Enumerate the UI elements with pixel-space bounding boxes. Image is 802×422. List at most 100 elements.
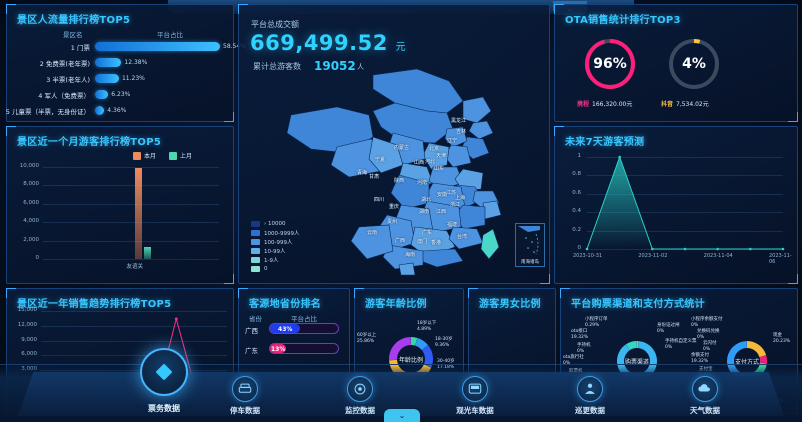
panel-forecast: 未来7天游客预测 1 0.8 0.6 0.4 0.2 0 2023-10-31 2023-11… [554,126,798,284]
rank-bar-fill [95,58,122,67]
panel-title-forecast: 未来7天游客预测 [565,137,645,148]
donut-slice[interactable] [625,341,637,351]
donut-label-name: 兑换码兑换 [697,329,720,334]
forecast-line [585,155,785,251]
donut-slice[interactable] [759,355,767,364]
donut-label-value: 20.23% [773,338,791,344]
gridline [41,355,227,357]
donut-slice[interactable] [421,345,433,368]
rank-value: 6.23% [111,90,131,98]
table-row: 4 军人（免费票） 6.23% [7,87,233,102]
y-tick: 0 [577,245,582,251]
nav-item-camera[interactable]: 监控数据 [315,376,405,416]
nav-item-car[interactable]: 停车数据 [200,376,290,416]
china-map[interactable]: 黑龙江 吉林 辽宁 内蒙古 北京 天津 宁夏 山西 河北 青海 甘肃 山东 陕西 河南 四川 安徽 江苏 上海 湖北… [239,67,551,285]
donut-label-value: 0% [691,322,699,328]
province-bar-track [269,323,339,334]
gridline [587,157,783,158]
ota-gauge: 4% [667,37,721,91]
col-header-platform-ratio: 平台占比 [157,31,183,39]
map-label: 天津 [436,153,447,159]
x-tick: 2023-11-04 [703,253,733,259]
legend-swatch [251,265,260,272]
gauge-percent: 96% [593,56,627,72]
donut-label: ota旅行社0% [563,355,584,366]
legend-item: 10-99人 [251,246,299,255]
panel-title-traffic-rank: 景区人流量排行榜TOP5 [17,15,131,26]
visitors-unit: 人 [357,63,364,71]
legend-swatch [169,151,177,160]
nav-item-label: 监控数据 [345,406,375,415]
gridline [41,340,227,342]
y-tick: 10,000 [19,163,39,169]
nav-item-bus[interactable]: 观光车数据 [430,376,520,416]
south-sea-inset: 南海诸岛 [515,223,545,267]
legend-swatch [251,220,260,227]
map-label: 陕西 [394,178,405,184]
legend-swatch [251,229,260,236]
donut-label: 18-30岁 9.36% [435,337,453,348]
rank-value: 4.36% [107,106,127,114]
nav-item-person[interactable]: 巡更数据 [545,376,635,416]
camera-icon [354,383,366,395]
map-label: 福建 [447,222,458,228]
legend-label: 1000-9999人 [264,230,300,237]
nav-collapse-button[interactable]: ⌄ [384,409,420,422]
ticket-icon [156,364,172,380]
nav-item-ticket[interactable] [140,348,188,396]
y-tick: 2,000 [23,236,39,243]
nav-item-cloud[interactable]: 天气数据 [660,376,750,416]
legend-label: 上月 [180,153,193,160]
inset-caption: 南海诸岛 [521,260,539,265]
donut-label-name: 手持机 [577,343,591,348]
col-header-province-ratio: 平台占比 [291,315,317,323]
legend-item: › 10000 [251,219,299,228]
nav-icon-circle [462,376,488,402]
rank-label: 5 儿童票（半票，无身份证） [5,108,90,116]
panel-title-channels-payment: 平台购票渠道和支付方式统计 [571,299,705,310]
donut-label: 手持机自定义票 0% [665,339,697,350]
rank-bar-track [95,74,220,83]
gridline [43,259,219,260]
y-tick: 6,000 [21,351,37,358]
donut-slice[interactable] [747,341,767,358]
donut-slice[interactable] [411,337,418,346]
legend-item: 1000-9999人 [251,228,299,237]
legend-item: 0 [251,264,299,273]
nav-icon-circle [232,376,258,402]
gauge-brand: 携程 [577,101,590,108]
x-tick: 2023-11-02 [638,253,668,259]
map-label: 黑龙江 [451,118,467,124]
bottom-nav: 票务数据 停车数据 监控数据 观光车数据 巡更数据 天气数据 ⌄ [0,348,802,422]
donut-label: 手持机 0% [577,343,591,354]
donut-label: 余额支付 19.32% [691,353,709,364]
car-icon [238,383,252,393]
legend-item: 100-999人 [251,237,299,246]
y-tick: 1 [577,153,582,159]
map-label: 江西 [436,209,447,215]
panel-month-visitors: 景区近一个月游客排行榜TOP5 本月 上月 10,000 8,000 6,000 4,00… [6,126,234,284]
rank-bar-fill [95,90,109,99]
gauge-caption: 抖音 7,534.02元 [661,99,709,108]
table-row: 5 儿童票（半票，无身份证） 4.36% [5,103,233,118]
donut-label-name: 余额支付 [691,353,709,358]
map-label: 河北 [425,159,436,165]
donut-slice[interactable] [415,338,429,351]
panel-title-sales-trend: 景区近一年销售趋势排行榜TOP5 [17,299,172,310]
donut-label-value: 0% [577,348,585,354]
nav-item-label: 停车数据 [230,406,260,415]
donut-center-label: 年龄比例 [398,357,423,364]
donut-label-value: 4.89% [417,326,432,332]
gauge-brand: 抖音 [661,101,674,108]
gridline [43,222,219,224]
rank-bar-fill [95,74,119,83]
visitors-label: 累计总游客数 [253,62,301,71]
y-tick: 0 [35,255,40,261]
gauge-amount: 166,320.00元 [592,101,633,108]
map-label: 青海 [357,170,368,176]
legend-item: 本月 [133,151,156,160]
donut-slice[interactable] [637,341,639,349]
gridline [587,230,783,232]
nav-item-label: 巡更数据 [575,406,605,415]
donut-slice[interactable] [389,337,411,361]
